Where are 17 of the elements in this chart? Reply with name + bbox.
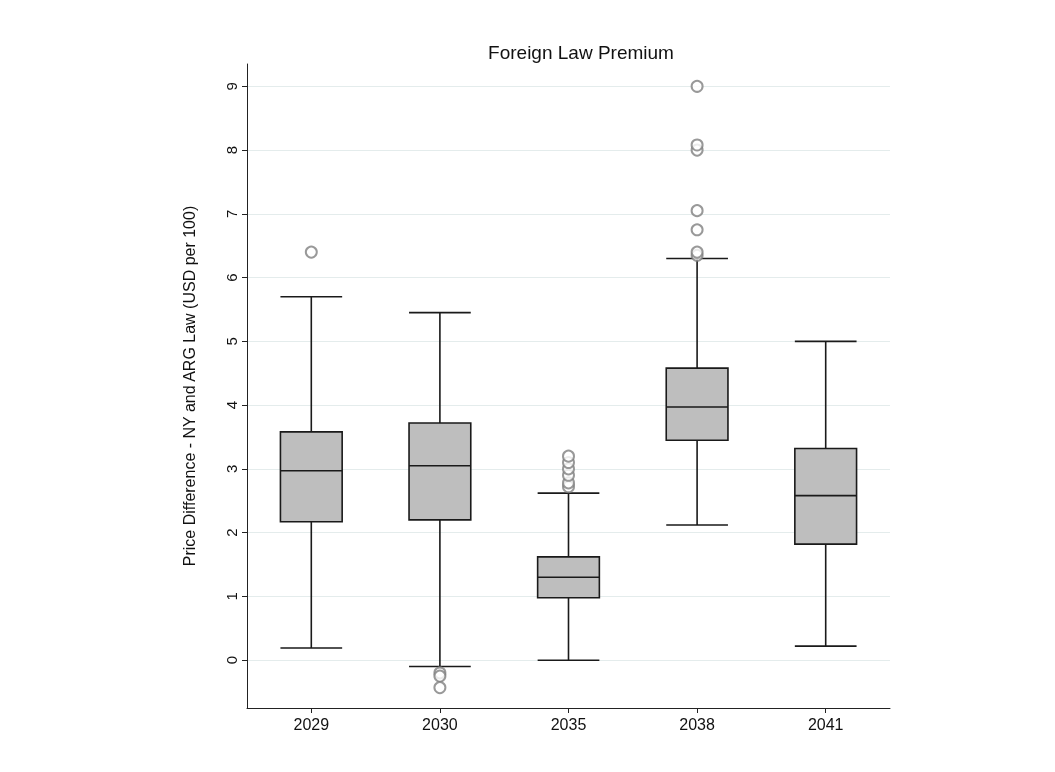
chart-title: Foreign Law Premium (488, 42, 674, 63)
y-tick-label: 5 (223, 337, 240, 346)
x-tick-label: 2030 (422, 715, 458, 733)
x-tick-label: 2029 (293, 715, 330, 733)
y-tick-label: 0 (223, 656, 240, 665)
y-tick-label: 7 (223, 209, 240, 219)
y-tick-label: 9 (223, 82, 240, 91)
x-tick-label: 2038 (679, 715, 715, 733)
y-axis-title: Price Difference - NY and ARG Law (USD per 100) (180, 205, 198, 567)
y-tick-label: 6 (223, 273, 240, 282)
y-tick-label: 4 (223, 400, 240, 410)
y-tick-label: 1 (223, 592, 240, 601)
y-tick-label: 2 (223, 528, 240, 537)
x-tick-label: 2035 (550, 715, 587, 733)
y-tick-label: 3 (223, 464, 240, 474)
y-tick-label: 8 (223, 145, 240, 155)
x-tick-label: 2041 (807, 715, 844, 733)
